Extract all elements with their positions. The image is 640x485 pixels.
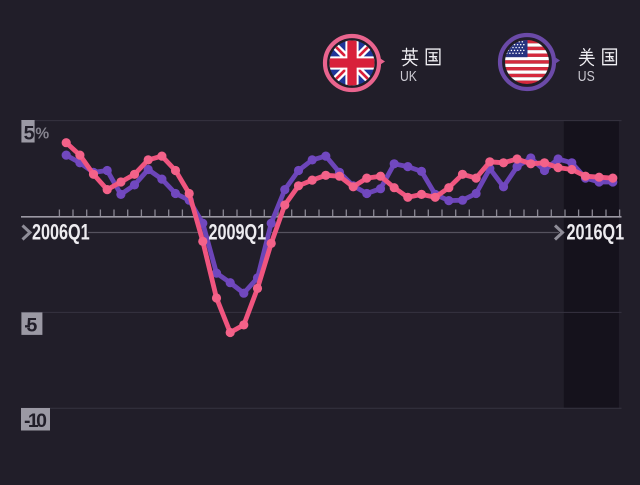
svg-text:US: US: [578, 68, 595, 84]
svg-text:%: %: [35, 126, 49, 143]
svg-text:5: 5: [24, 122, 35, 144]
svg-text:2009Q1: 2009Q1: [209, 220, 267, 245]
svg-text:2016Q1: 2016Q1: [567, 220, 625, 245]
svg-text:-5: -5: [24, 314, 37, 336]
svg-text:UK: UK: [400, 68, 417, 84]
svg-text:2006Q1: 2006Q1: [32, 220, 90, 245]
svg-text:-10: -10: [24, 410, 47, 432]
